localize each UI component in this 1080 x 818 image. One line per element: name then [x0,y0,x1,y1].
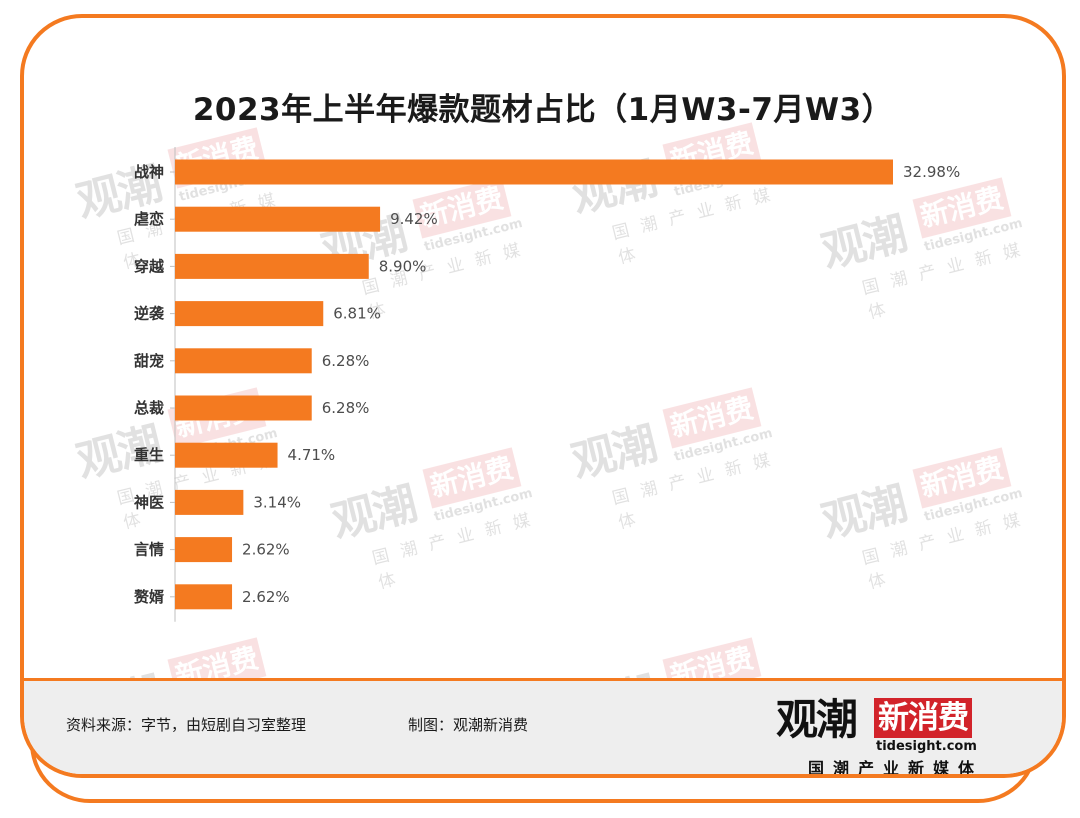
value-label: 3.14% [253,493,301,511]
value-label: 6.28% [322,399,370,417]
bar [175,348,312,374]
bar [175,489,244,515]
category-label: 重生 [134,446,164,464]
value-label: 6.81% [333,305,381,323]
bar [175,584,233,610]
brand-logo-red: 新消费 [874,698,972,738]
source-note: 资料来源：字节，由短剧自习室整理 [66,716,307,734]
category-label: 言情 [134,541,164,559]
maker-note: 制图：观潮新消费 [408,716,529,734]
category-label: 赘婿 [133,588,165,606]
brand-tagline: 国潮产业新媒体 [808,759,984,778]
value-label: 2.62% [242,541,290,559]
bar [175,301,324,327]
category-label: 甜宠 [134,352,164,370]
value-label: 6.28% [322,352,370,370]
value-label: 4.71% [288,446,336,464]
category-label: 逆袭 [134,305,165,323]
value-label: 9.42% [390,210,438,228]
footer: 资料来源：字节，由短剧自习室整理 制图：观潮新消费 观潮 新消费 tidesig… [24,681,1062,774]
bar [175,395,312,421]
brand-logo: 观潮 新消费 tidesight.com 国潮产业新媒体 [776,695,1016,778]
chart-title: 2023年上半年爆款题材占比（1月W3-7月W3） [192,92,894,128]
value-label: 32.98% [903,163,960,181]
bar [175,537,233,563]
category-label: 战神 [134,163,164,181]
bar [175,253,369,279]
value-label: 8.90% [379,257,427,275]
category-label: 神医 [134,493,164,511]
chart-card: 2023年上半年爆款题材占比（1月W3-7月W3） 观潮 新消费 tidesig… [20,14,1066,778]
bar [175,442,278,468]
bar [175,159,893,185]
category-label: 穿越 [134,257,165,275]
category-label: 虐恋 [134,210,164,228]
category-label: 总裁 [134,399,164,417]
value-label: 2.62% [242,588,290,606]
brand-logo-text: 观潮 [776,695,858,744]
brand-url: tidesight.com [876,739,977,754]
bar [175,206,381,232]
footer-divider [24,678,1062,681]
